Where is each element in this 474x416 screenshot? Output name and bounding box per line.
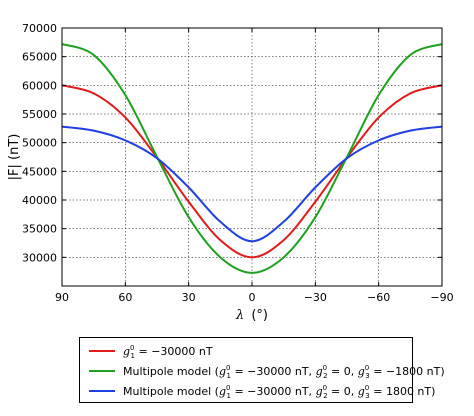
coefficient-subscript: 3 [365,391,370,400]
coefficient-value: = −30000 nT, [230,364,316,378]
coefficient-value: = 0, [327,384,358,398]
legend-item: g01 = −30000 nT [80,341,213,361]
coefficient-symbol: g [315,384,323,398]
coefficient-subscript: 3 [365,371,370,380]
legend-prefix: Multipole model ( [123,364,219,378]
coefficient-symbol: g [315,364,323,378]
y-tick-label: 35000 [22,223,57,236]
x-axis-label: λ (°) [235,308,268,323]
coefficient-value: = 0, [327,364,358,378]
coefficient-superscript: 0 [364,383,370,392]
legend-swatch [89,390,115,392]
coefficient-superscript: 0 [322,383,328,392]
coefficient-subscript: 1 [130,351,135,360]
coefficient-symbol: g [123,344,131,358]
y-tick-label: 65000 [22,51,57,64]
y-tick-label: 55000 [22,108,57,121]
coefficient-value: = −30000 nT, [230,384,316,398]
legend-swatch [89,370,115,372]
y-tick-label: 40000 [22,194,57,207]
y-tick-label: 30000 [22,251,57,264]
x-tick-label: 60 [118,291,132,304]
coefficient-subscript: 2 [323,371,328,380]
coefficient-superscript: 0 [226,363,231,372]
x-tick-label: −90 [430,291,453,304]
x-tick-label: 30 [182,291,196,304]
y-axis-label: |F| (nT) [7,134,22,181]
coefficient-symbol: g [357,364,365,378]
coefficient-subscript: 1 [226,371,231,380]
coefficient-superscript: 0 [364,363,370,372]
grid [62,28,442,286]
y-tick-label: 70000 [22,22,57,35]
y-tick-label: 60000 [22,79,57,92]
x-axis-label-unit: (°) [251,308,268,323]
series-line-3 [61,125,443,243]
legend-swatch [89,350,115,352]
y-tick-label: 50000 [22,137,57,150]
coefficient-value: = 1800 nT [369,384,432,398]
legend-label: Multipole model (g01 = −30000 nT, g02 = … [123,383,436,400]
legend-suffix: ) [431,384,436,398]
legend-suffix: ) [440,364,445,378]
ticks: 90 60 30 0 −30 −60 −90 30000 35000 40000 45000 5000… [22,22,454,304]
x-tick-label: −60 [367,291,390,304]
coefficient-value: = −1800 nT [369,364,441,378]
coefficient-subscript: 1 [226,391,231,400]
series-line-2 [61,43,443,274]
coefficient-superscript: 0 [226,383,231,392]
legend-label: Multipole model (g01 = −30000 nT, g02 = … [123,363,445,380]
x-tick-label: −30 [304,291,327,304]
x-tick-label: 90 [55,291,69,304]
legend-item: Multipole model (g01 = −30000 nT, g02 = … [80,361,445,381]
legend: g01 = −30000 nT Multipole model (g01 = −3… [79,337,445,403]
y-tick-label: 45000 [22,165,57,178]
x-axis-label-symbol: λ [235,308,244,323]
legend-prefix: Multipole model ( [123,384,219,398]
legend-item: Multipole model (g01 = −30000 nT, g02 = … [80,381,435,401]
series-group [61,43,443,274]
coefficient-subscript: 2 [323,391,328,400]
coefficient-value: = −30000 nT [134,344,213,358]
series-line-1 [61,84,443,259]
legend-label: g01 = −30000 nT [123,343,213,360]
coefficient-symbol: g [218,384,227,398]
coefficient-superscript: 0 [322,363,328,372]
x-tick-label: 0 [249,291,256,304]
coefficient-superscript: 0 [130,343,135,352]
coefficient-symbol: g [218,364,227,378]
coefficient-symbol: g [357,384,365,398]
